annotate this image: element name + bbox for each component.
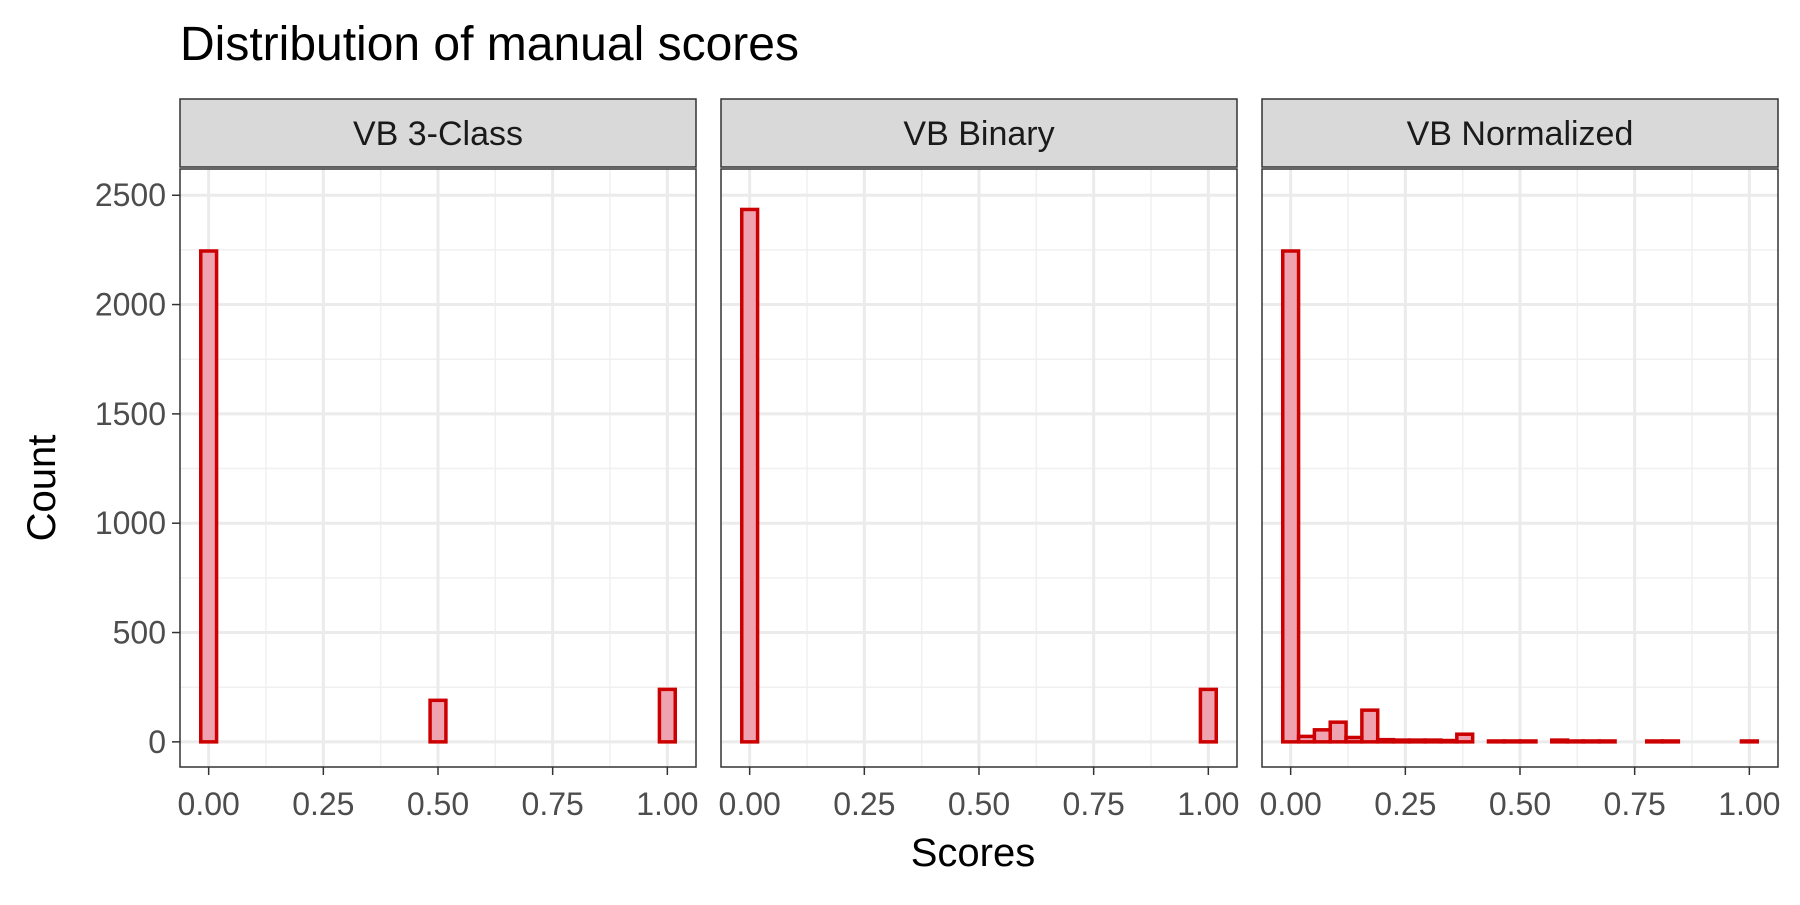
x-tick-label: 0.75 [1604,786,1666,822]
facet-strip-label: VB Normalized [1407,115,1634,153]
histogram-bar [1739,739,1759,744]
histogram-bar [1391,738,1412,744]
histogram-bar [1455,732,1475,744]
y-tick-label: 2000 [95,287,166,323]
histogram-bar [1296,734,1317,744]
x-tick-label: 1.00 [636,786,698,822]
x-tick-label: 0.75 [522,786,584,822]
x-tick-label: 0.00 [719,786,781,822]
x-tick-label: 0.50 [1489,786,1551,822]
histogram-bar [1375,737,1396,744]
x-tick-label: 1.00 [1177,786,1239,822]
histogram-bar [1597,739,1617,744]
histogram-bar [1581,739,1601,744]
histogram-bar [1660,739,1681,744]
facet-panels: VB 3-Class 0.00 0.25 0.50 0.75 1.00 0 500 1000 15… [95,98,1780,822]
x-tick-label: 1.00 [1718,786,1780,822]
histogram-bar [1565,739,1586,744]
x-tick-label: 0.25 [833,786,895,822]
histogram-bar [1360,708,1380,744]
histogram-bar [1423,738,1443,744]
y-tick-label: 500 [113,615,166,651]
facet-strip-label: VB 3-Class [353,115,523,153]
x-tick-label: 0.50 [948,786,1010,822]
x-tick-label: 0.25 [1374,786,1436,822]
histogram-bar [428,698,448,744]
y-tick-label: 1500 [95,396,166,432]
y-axis-label: Count [20,435,64,542]
facet-panel: VB Normalized 0.00 0.25 0.50 0.75 1.00 [1260,98,1780,822]
x-tick-label: 0.25 [292,786,354,822]
x-tick-label: 0.00 [1260,786,1322,822]
histogram-bar [199,249,219,744]
y-tick-label: 0 [148,724,166,760]
y-tick-label: 1000 [95,505,166,541]
histogram-bar [1344,735,1364,744]
y-tick-label: 2500 [95,177,166,213]
histogram-bar [1518,739,1538,744]
histogram-bar [1486,739,1507,744]
facet-strip [179,98,697,168]
x-axis-label: Scores [911,831,1036,875]
histogram-bar [1407,738,1427,744]
histogram-bar [740,207,760,744]
facet-panel: VB Binary 0.00 0.25 0.50 0.75 1.00 [719,98,1239,822]
facet-panel: VB 3-Class 0.00 0.25 0.50 0.75 1.00 0 500 1000 15… [95,98,698,822]
facet-strip-label: VB Binary [903,115,1054,153]
histogram-bar [1644,739,1665,744]
facet-strip [720,98,1238,168]
histogram-bar [1281,249,1301,744]
histogram-bar [1328,720,1348,744]
facet-strip [1261,98,1779,168]
x-tick-label: 0.00 [178,786,240,822]
histogram-bar [657,687,677,744]
x-tick-label: 0.50 [407,786,469,822]
x-tick-label: 0.75 [1063,786,1125,822]
histogram-bar [1550,738,1570,744]
histogram-bar [1502,739,1522,744]
histogram-bar [1312,728,1332,744]
chart-title: Distribution of manual scores [180,18,799,71]
histogram-bar [1439,738,1459,744]
histogram-bar [1198,687,1218,744]
